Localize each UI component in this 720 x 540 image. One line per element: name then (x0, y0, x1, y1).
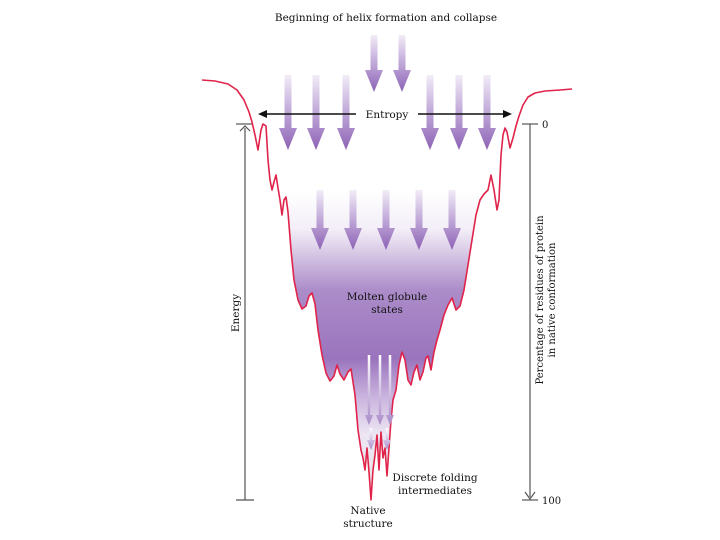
tick-label-100: 100 (542, 496, 561, 507)
down-arrow-icon (410, 190, 428, 250)
down-arrow-icon (443, 190, 461, 250)
helix-formation-label: Beginning of helix formation and collaps… (275, 12, 497, 24)
down-arrow-icon (383, 428, 391, 450)
down-arrow-icon (279, 75, 297, 150)
percentage-axis-arrow-icon (524, 491, 536, 501)
discrete-intermediates-label-line2: intermediates (398, 485, 472, 497)
native-structure-label-line1: Native (350, 505, 385, 517)
double-headed-arrow-icon (258, 110, 512, 118)
down-arrow-icon (393, 35, 411, 92)
energy-label: Energy (230, 294, 242, 332)
down-arrow-icon (337, 75, 355, 150)
molten-globule-label-line2: states (371, 304, 403, 316)
energy-axis-arrow-icon (239, 125, 251, 132)
down-arrow-icon (367, 428, 375, 450)
down-arrow-icon (450, 75, 468, 150)
native-structure-label-line2: structure (343, 518, 393, 530)
energy-landscape-curve (201, 79, 573, 501)
down-arrow-icon (311, 190, 329, 250)
percentage-axis-label-line1: Percentage of residues of protein (535, 215, 546, 385)
molten-globule-label-line1: Molten globule (347, 291, 427, 303)
down-arrow-icon (376, 355, 384, 425)
down-arrow-icon (365, 355, 373, 425)
down-arrow-icon (344, 190, 362, 250)
entropy-label: Entropy (366, 109, 409, 121)
folding-arrows (279, 35, 496, 450)
discrete-intermediates-label-line1: Discrete folding (392, 472, 477, 484)
down-arrow-icon (307, 75, 325, 150)
down-arrow-icon (478, 75, 496, 150)
down-arrow-icon (377, 190, 395, 250)
down-arrow-icon (365, 35, 383, 92)
percentage-axis-label-line2: in native conformation (547, 242, 558, 357)
down-arrow-icon (421, 75, 439, 150)
tick-label-0: 0 (542, 120, 548, 131)
down-arrow-icon (386, 355, 394, 425)
